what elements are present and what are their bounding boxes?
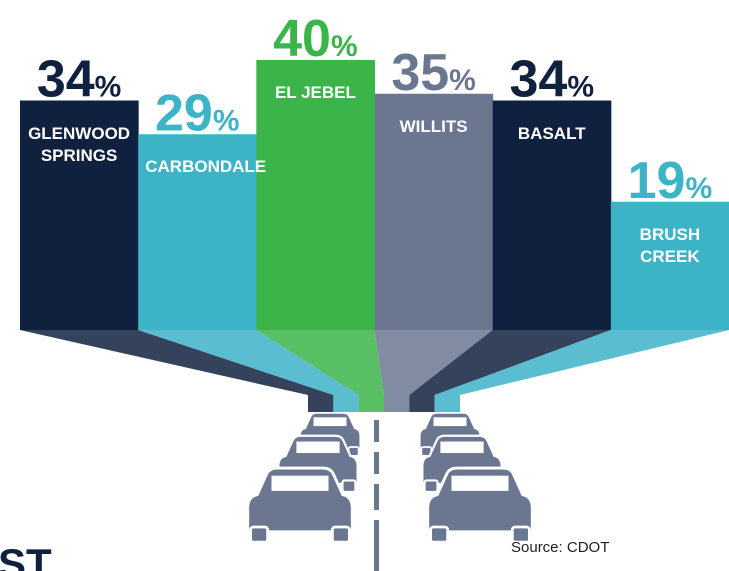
car-window	[272, 476, 329, 491]
value-label: 40%	[273, 10, 358, 68]
road	[374, 420, 379, 571]
source: Source: CDOT	[511, 539, 609, 556]
category-label: CARBONDALE	[145, 156, 249, 178]
car-window	[434, 417, 467, 426]
car	[248, 468, 353, 542]
car-wheel	[251, 527, 268, 542]
car-window	[452, 476, 509, 491]
category-label: WILLITS	[382, 116, 486, 138]
value-label: 34%	[509, 51, 594, 109]
heading-fragment: ST	[0, 540, 52, 571]
car-wheel	[425, 480, 438, 492]
car-wheel	[332, 527, 349, 542]
category-label: BRUSH CREEK	[618, 224, 722, 268]
car-wheel	[431, 527, 448, 542]
category-label: BASALT	[500, 123, 604, 145]
category-label: EL JEBEL	[263, 82, 367, 104]
value-label: 29%	[155, 84, 240, 142]
car-window	[440, 442, 483, 454]
value-label: 34%	[37, 51, 122, 109]
car-window	[296, 442, 339, 454]
cars	[248, 413, 533, 542]
car-wheel	[342, 480, 355, 492]
infographic: 34% 29% 40% 35% 34% 19% Source: CDOT ST GLENW…	[0, 0, 729, 571]
value-label: 19%	[628, 152, 713, 210]
category-label: GLENWOOD SPRINGS	[27, 123, 131, 167]
funnel	[20, 330, 729, 412]
car-window	[314, 417, 347, 426]
car	[428, 468, 533, 542]
value-label: 35%	[391, 44, 476, 102]
